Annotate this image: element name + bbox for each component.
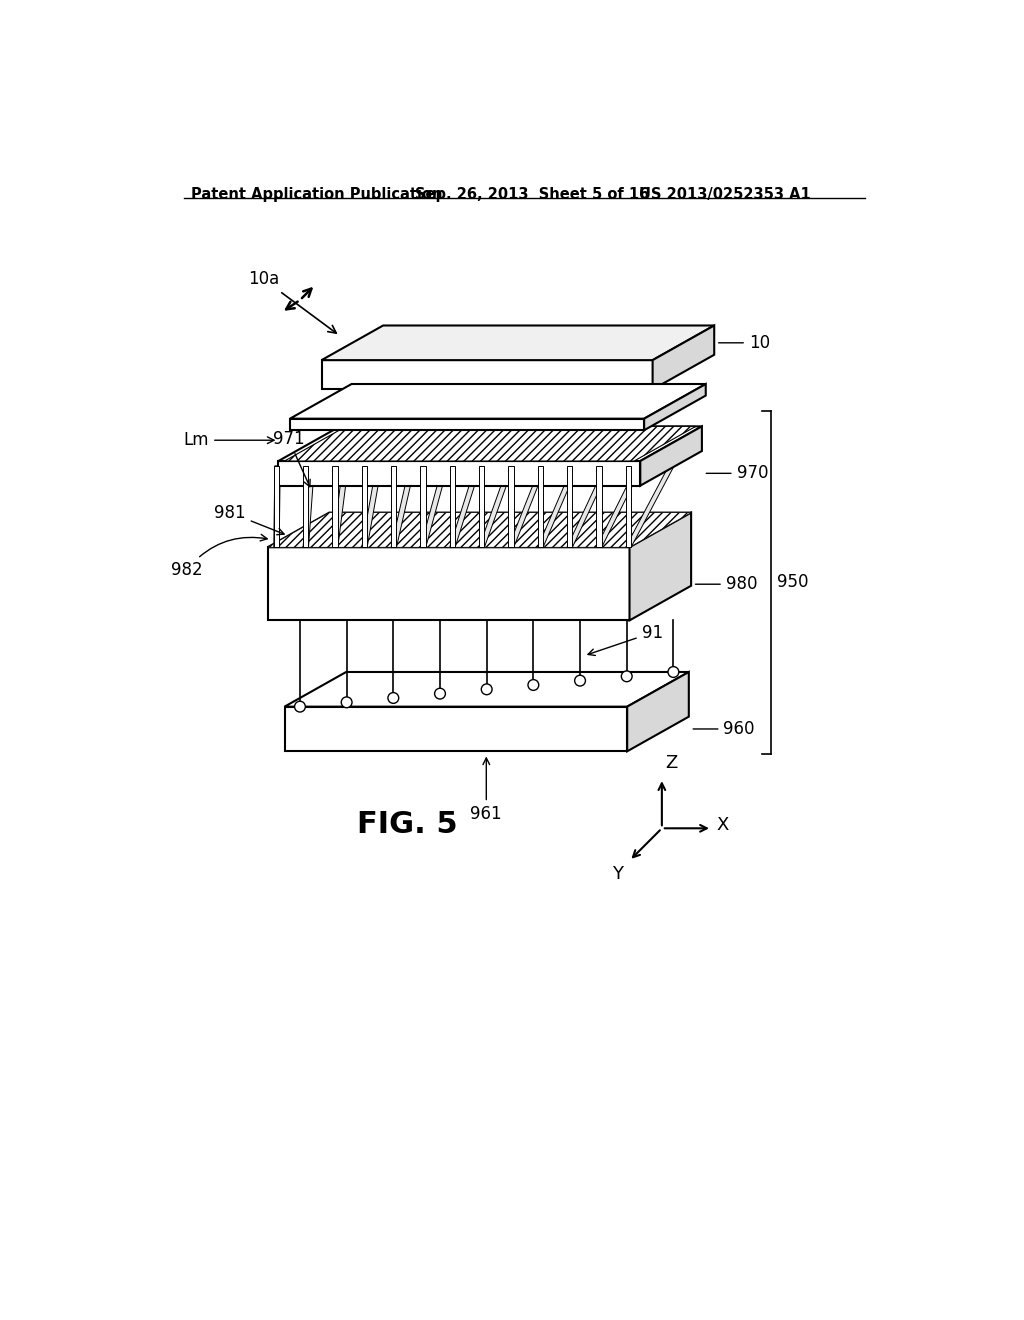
Text: 981: 981: [214, 504, 284, 535]
Polygon shape: [479, 466, 484, 548]
Text: FIG. 5: FIG. 5: [357, 810, 458, 840]
Circle shape: [295, 701, 305, 711]
Polygon shape: [267, 512, 691, 548]
Text: Patent Application Publication: Patent Application Publication: [190, 187, 442, 202]
Polygon shape: [421, 466, 426, 548]
Polygon shape: [626, 466, 631, 548]
Polygon shape: [333, 466, 338, 548]
Polygon shape: [267, 512, 691, 548]
Text: 950: 950: [777, 573, 809, 591]
Polygon shape: [630, 512, 691, 620]
Polygon shape: [273, 466, 280, 548]
Polygon shape: [285, 672, 689, 706]
Polygon shape: [303, 466, 308, 548]
Circle shape: [434, 688, 445, 700]
Polygon shape: [279, 426, 701, 461]
Circle shape: [668, 667, 679, 677]
Circle shape: [388, 693, 398, 704]
Polygon shape: [391, 466, 396, 548]
Text: 91: 91: [588, 624, 663, 656]
Polygon shape: [644, 384, 706, 430]
Polygon shape: [322, 360, 652, 389]
Text: 971: 971: [272, 430, 310, 487]
Text: 960: 960: [693, 719, 755, 738]
Polygon shape: [273, 466, 281, 548]
Circle shape: [574, 676, 586, 686]
Text: 10: 10: [719, 334, 770, 352]
Polygon shape: [640, 426, 701, 486]
Text: 980: 980: [695, 576, 758, 593]
Text: Sep. 26, 2013  Sheet 5 of 16: Sep. 26, 2013 Sheet 5 of 16: [416, 187, 649, 202]
Polygon shape: [596, 434, 657, 548]
Text: X: X: [717, 816, 729, 834]
Polygon shape: [538, 466, 543, 548]
Polygon shape: [322, 326, 714, 360]
Polygon shape: [538, 441, 589, 548]
Polygon shape: [628, 672, 689, 751]
Polygon shape: [361, 458, 383, 548]
Text: 961: 961: [470, 758, 502, 824]
Text: Y: Y: [612, 866, 624, 883]
Polygon shape: [267, 548, 630, 620]
Circle shape: [528, 680, 539, 690]
Text: 10a: 10a: [248, 271, 336, 333]
Polygon shape: [421, 451, 452, 548]
Polygon shape: [333, 461, 349, 548]
Text: Lm: Lm: [183, 432, 274, 449]
Polygon shape: [508, 466, 514, 548]
Polygon shape: [652, 326, 714, 389]
Circle shape: [341, 697, 352, 708]
Text: 982: 982: [171, 535, 267, 579]
Circle shape: [622, 671, 632, 681]
Polygon shape: [567, 466, 572, 548]
Text: 970: 970: [707, 465, 768, 482]
Polygon shape: [479, 446, 520, 548]
Polygon shape: [450, 466, 455, 548]
Polygon shape: [290, 384, 706, 418]
Polygon shape: [391, 454, 418, 548]
Polygon shape: [290, 418, 644, 430]
Polygon shape: [361, 466, 368, 548]
Polygon shape: [626, 432, 692, 548]
Polygon shape: [303, 463, 314, 548]
Polygon shape: [508, 444, 555, 548]
Circle shape: [481, 684, 493, 694]
Text: US 2013/0252353 A1: US 2013/0252353 A1: [639, 187, 811, 202]
Polygon shape: [450, 449, 486, 548]
Text: Z: Z: [665, 754, 677, 772]
Polygon shape: [285, 426, 695, 461]
Polygon shape: [279, 461, 640, 486]
Polygon shape: [567, 438, 624, 548]
Polygon shape: [596, 466, 602, 548]
Polygon shape: [285, 706, 628, 751]
